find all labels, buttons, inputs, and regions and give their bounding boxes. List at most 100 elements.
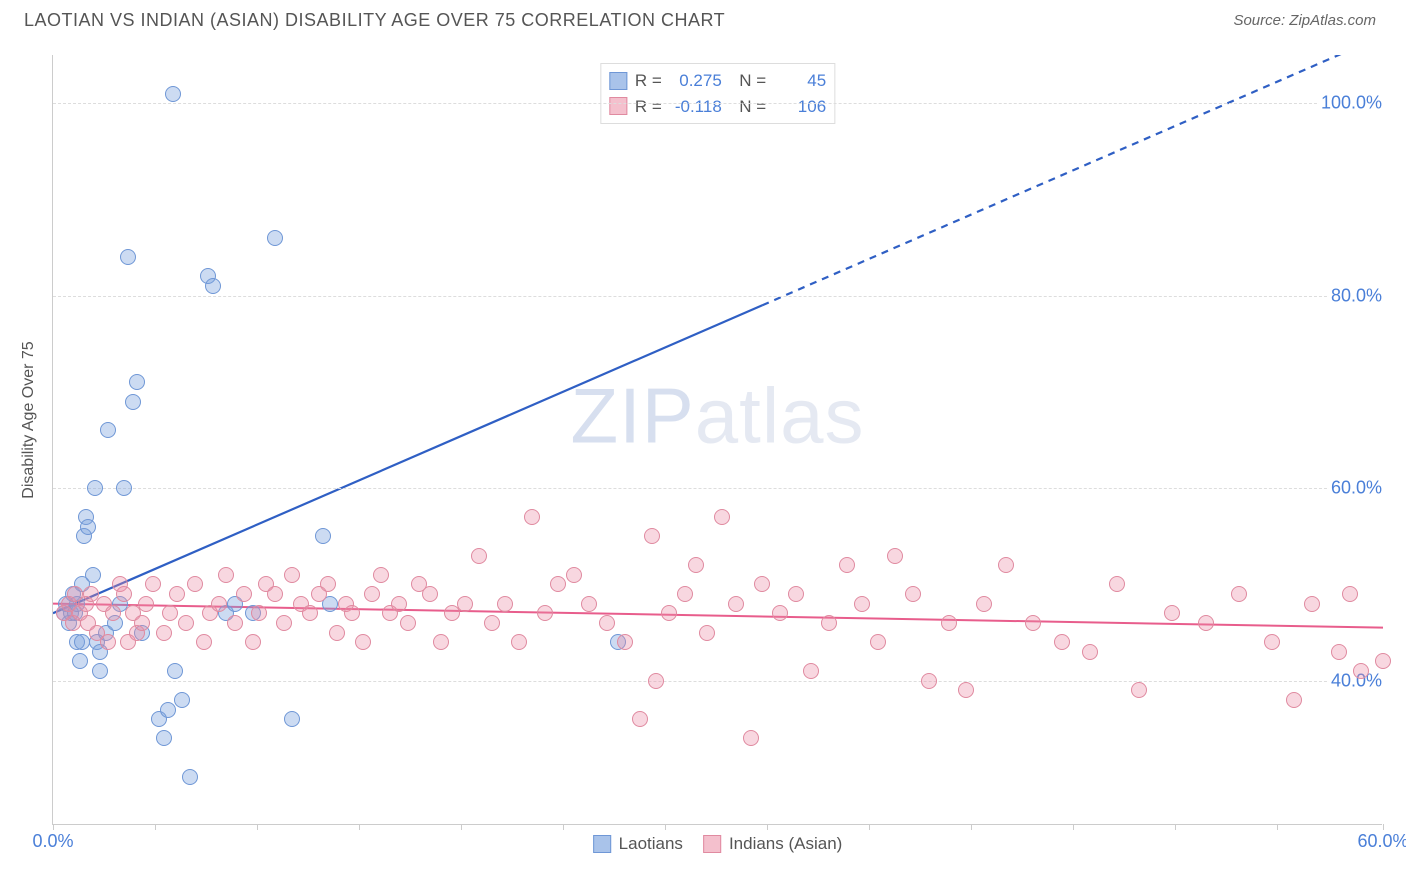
- data-point: [648, 673, 664, 689]
- grid-line: [53, 681, 1382, 682]
- data-point: [754, 576, 770, 592]
- data-point: [120, 249, 136, 265]
- legend-item: Laotians: [593, 834, 683, 854]
- data-point: [941, 615, 957, 631]
- stat-r-value: 0.275: [670, 68, 722, 94]
- data-point: [599, 615, 615, 631]
- data-point: [125, 394, 141, 410]
- x-tick: [563, 824, 564, 830]
- grid-line: [53, 488, 1382, 489]
- data-point: [267, 586, 283, 602]
- data-point: [87, 480, 103, 496]
- data-point: [1082, 644, 1098, 660]
- stat-row: R = -0.118 N = 106: [609, 94, 826, 120]
- data-point: [1375, 653, 1391, 669]
- data-point: [196, 634, 212, 650]
- x-tick-label: 60.0%: [1357, 831, 1406, 852]
- data-point: [728, 596, 744, 612]
- data-point: [581, 596, 597, 612]
- data-point: [1109, 576, 1125, 592]
- data-point: [1264, 634, 1280, 650]
- legend-swatch: [609, 72, 627, 90]
- data-point: [251, 605, 267, 621]
- y-tick-label: 60.0%: [1329, 478, 1384, 499]
- data-point: [788, 586, 804, 602]
- data-point: [162, 605, 178, 621]
- stat-n-label: N =: [730, 68, 766, 94]
- data-point: [497, 596, 513, 612]
- data-point: [803, 663, 819, 679]
- data-point: [677, 586, 693, 602]
- chart-title: LAOTIAN VS INDIAN (ASIAN) DISABILITY AGE…: [24, 10, 725, 31]
- data-point: [284, 711, 300, 727]
- data-point: [617, 634, 633, 650]
- y-axis-title: Disability Age Over 75: [20, 341, 38, 498]
- data-point: [821, 615, 837, 631]
- data-point: [714, 509, 730, 525]
- x-tick-label: 0.0%: [32, 831, 73, 852]
- data-point: [145, 576, 161, 592]
- data-point: [870, 634, 886, 650]
- data-point: [854, 596, 870, 612]
- data-point: [329, 625, 345, 641]
- data-point: [1342, 586, 1358, 602]
- x-tick: [971, 824, 972, 830]
- data-point: [167, 663, 183, 679]
- data-point: [344, 605, 360, 621]
- x-tick: [1175, 824, 1176, 830]
- data-point: [80, 519, 96, 535]
- legend-label: Laotians: [619, 834, 683, 854]
- data-point: [72, 653, 88, 669]
- data-point: [315, 528, 331, 544]
- stat-n-value: 106: [774, 94, 826, 120]
- data-point: [355, 634, 371, 650]
- data-point: [165, 86, 181, 102]
- data-point: [1131, 682, 1147, 698]
- data-point: [116, 480, 132, 496]
- data-point: [958, 682, 974, 698]
- data-point: [457, 596, 473, 612]
- data-point: [182, 769, 198, 785]
- data-point: [905, 586, 921, 602]
- data-point: [156, 625, 172, 641]
- data-point: [92, 663, 108, 679]
- data-point: [1025, 615, 1041, 631]
- data-point: [1353, 663, 1369, 679]
- data-point: [400, 615, 416, 631]
- correlation-stats-legend: R = 0.275 N = 45R = -0.118 N = 106: [600, 63, 835, 124]
- data-point: [169, 586, 185, 602]
- x-tick: [767, 824, 768, 830]
- data-point: [537, 605, 553, 621]
- data-point: [743, 730, 759, 746]
- data-point: [566, 567, 582, 583]
- grid-line: [53, 296, 1382, 297]
- scatter-chart: ZIPatlas R = 0.275 N = 45R = -0.118 N = …: [52, 55, 1382, 825]
- data-point: [364, 586, 380, 602]
- data-point: [644, 528, 660, 544]
- data-point: [484, 615, 500, 631]
- data-point: [1164, 605, 1180, 621]
- data-point: [1304, 596, 1320, 612]
- data-point: [433, 634, 449, 650]
- x-tick: [1383, 824, 1384, 830]
- data-point: [839, 557, 855, 573]
- data-point: [211, 596, 227, 612]
- y-tick-label: 100.0%: [1319, 93, 1384, 114]
- data-point: [267, 230, 283, 246]
- data-point: [524, 509, 540, 525]
- data-point: [772, 605, 788, 621]
- data-point: [1286, 692, 1302, 708]
- data-point: [100, 634, 116, 650]
- legend-label: Indians (Asian): [729, 834, 842, 854]
- data-point: [105, 605, 121, 621]
- legend-item: Indians (Asian): [703, 834, 842, 854]
- data-point: [134, 615, 150, 631]
- trend-lines: [53, 55, 1383, 825]
- data-point: [284, 567, 300, 583]
- data-point: [320, 576, 336, 592]
- x-tick: [359, 824, 360, 830]
- watermark: ZIPatlas: [570, 371, 864, 462]
- data-point: [74, 634, 90, 650]
- data-point: [471, 548, 487, 564]
- data-point: [699, 625, 715, 641]
